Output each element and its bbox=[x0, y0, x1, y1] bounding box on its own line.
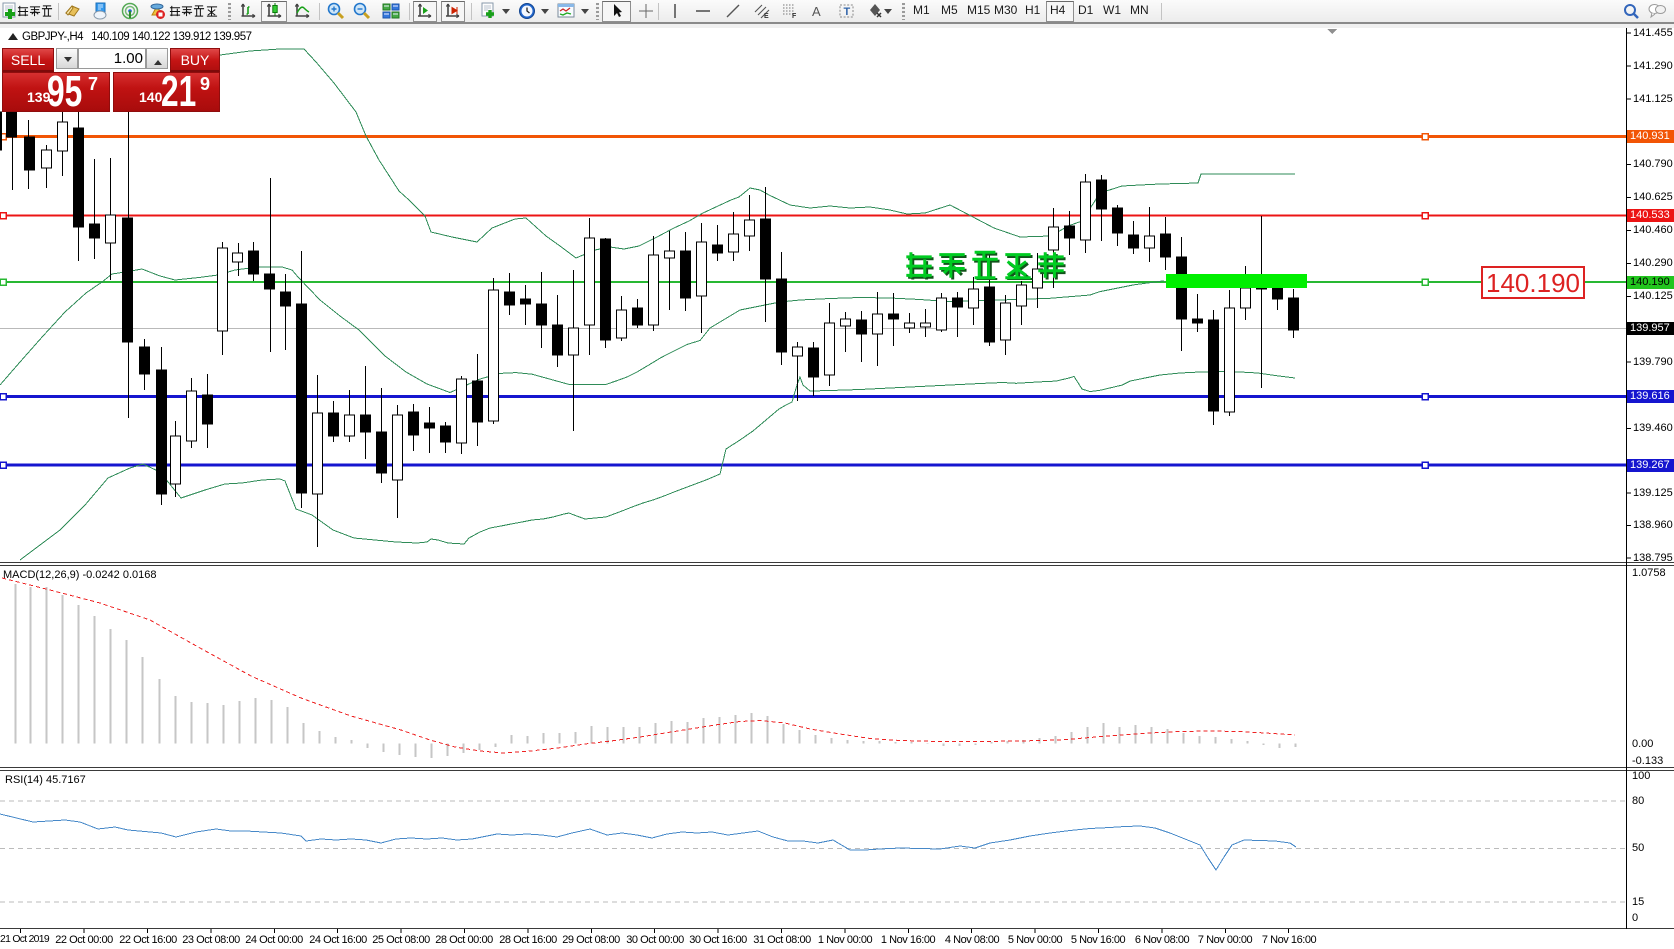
svg-text:A: A bbox=[812, 4, 821, 19]
svg-text:T: T bbox=[844, 6, 851, 18]
svg-text:F: F bbox=[792, 13, 797, 20]
svg-text:E: E bbox=[764, 13, 769, 20]
